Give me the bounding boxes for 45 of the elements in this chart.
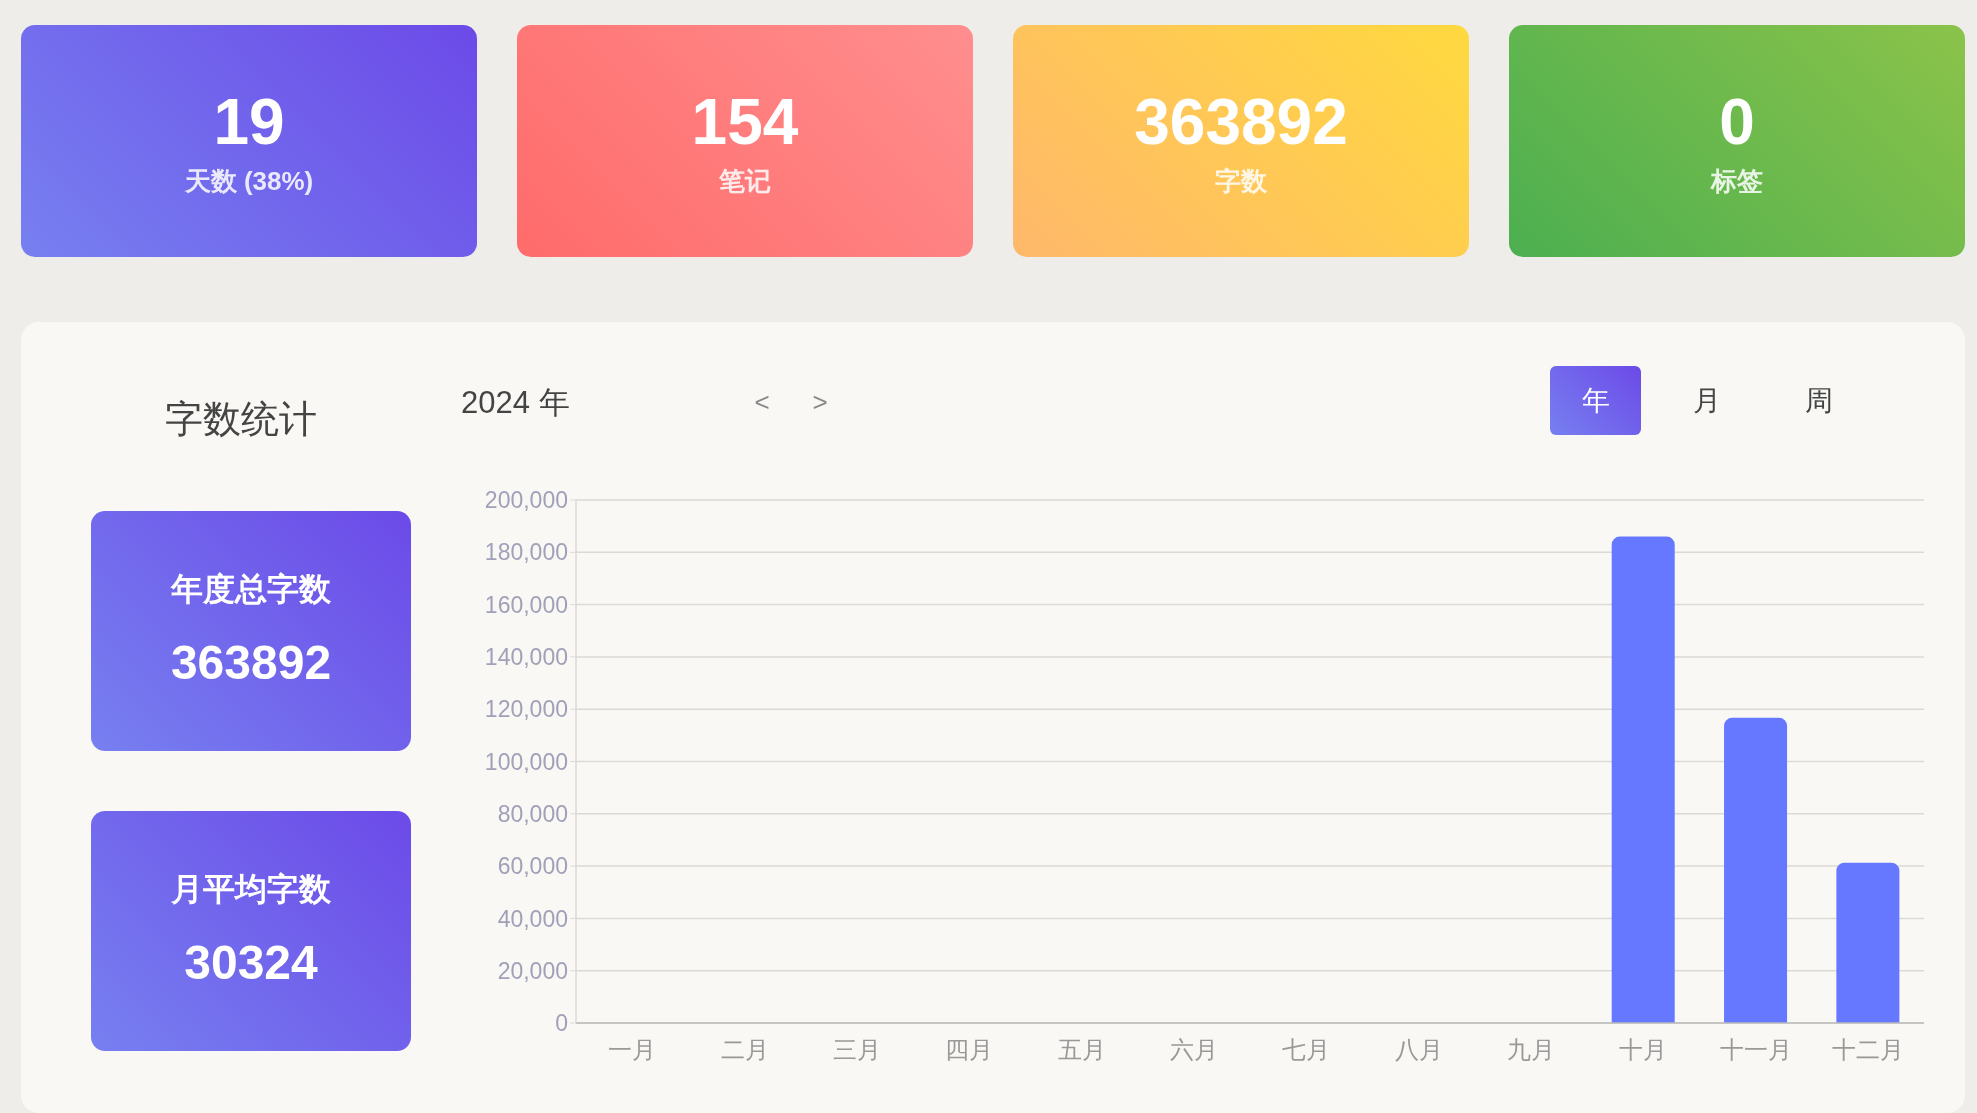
x-tick-label: 三月 [832, 1036, 881, 1064]
text: 字数统计 [164, 397, 318, 442]
x-tick-label: 六月 [1169, 1036, 1218, 1064]
x-tick-label: 十月 [1619, 1036, 1668, 1064]
x-tick-label: 十二月 [1831, 1036, 1904, 1064]
y-tick-label: 140,000 [484, 644, 568, 671]
x-tick-label: 五月 [1057, 1036, 1106, 1064]
y-tick-label: 20,000 [497, 957, 568, 984]
text: 30324 [184, 936, 318, 990]
bar [1611, 536, 1675, 1023]
y-tick-label: 200,000 [484, 487, 568, 514]
y-tick-label: 180,000 [484, 539, 568, 566]
bar [1836, 862, 1900, 1023]
y-tick-label: 0 [555, 1010, 568, 1037]
y-tick-label: 60,000 [497, 853, 568, 880]
text: > [811, 385, 829, 419]
x-tick-label: 七月 [1282, 1036, 1331, 1064]
x-tick-label: 四月 [945, 1036, 994, 1064]
x-tick-label: 九月 [1506, 1036, 1555, 1064]
text: 年 [1550, 366, 1641, 435]
text: 月平均字数 [171, 871, 331, 908]
text: 154 [691, 85, 799, 158]
text: 363892 [1134, 85, 1348, 158]
text: 笔记 [719, 165, 771, 196]
x-tick-label: 十一月 [1719, 1036, 1792, 1064]
text: 周 [1803, 383, 1834, 418]
y-tick-label: 160,000 [484, 591, 568, 618]
chart-subtitle: 2024 年 [461, 384, 570, 422]
x-tick-label: 二月 [720, 1036, 769, 1064]
text: 363892 [170, 636, 332, 690]
y-tick-label: 80,000 [497, 800, 568, 827]
text: 0 [1719, 85, 1755, 158]
y-tick-label: 40,000 [497, 905, 568, 932]
text: 标签 [1711, 165, 1763, 196]
text: 月 [1691, 383, 1722, 418]
text: 字数 [1215, 165, 1267, 196]
x-tick-label: 八月 [1394, 1036, 1443, 1064]
y-tick-label: 120,000 [484, 696, 568, 723]
text: 19 [213, 85, 285, 158]
text: 年度总字数 [171, 571, 331, 608]
text: 天数 (38%) [184, 165, 314, 196]
x-tick-label: 一月 [608, 1036, 657, 1064]
bar [1724, 717, 1788, 1023]
y-tick-label: 100,000 [484, 748, 568, 775]
text: < [753, 385, 771, 419]
